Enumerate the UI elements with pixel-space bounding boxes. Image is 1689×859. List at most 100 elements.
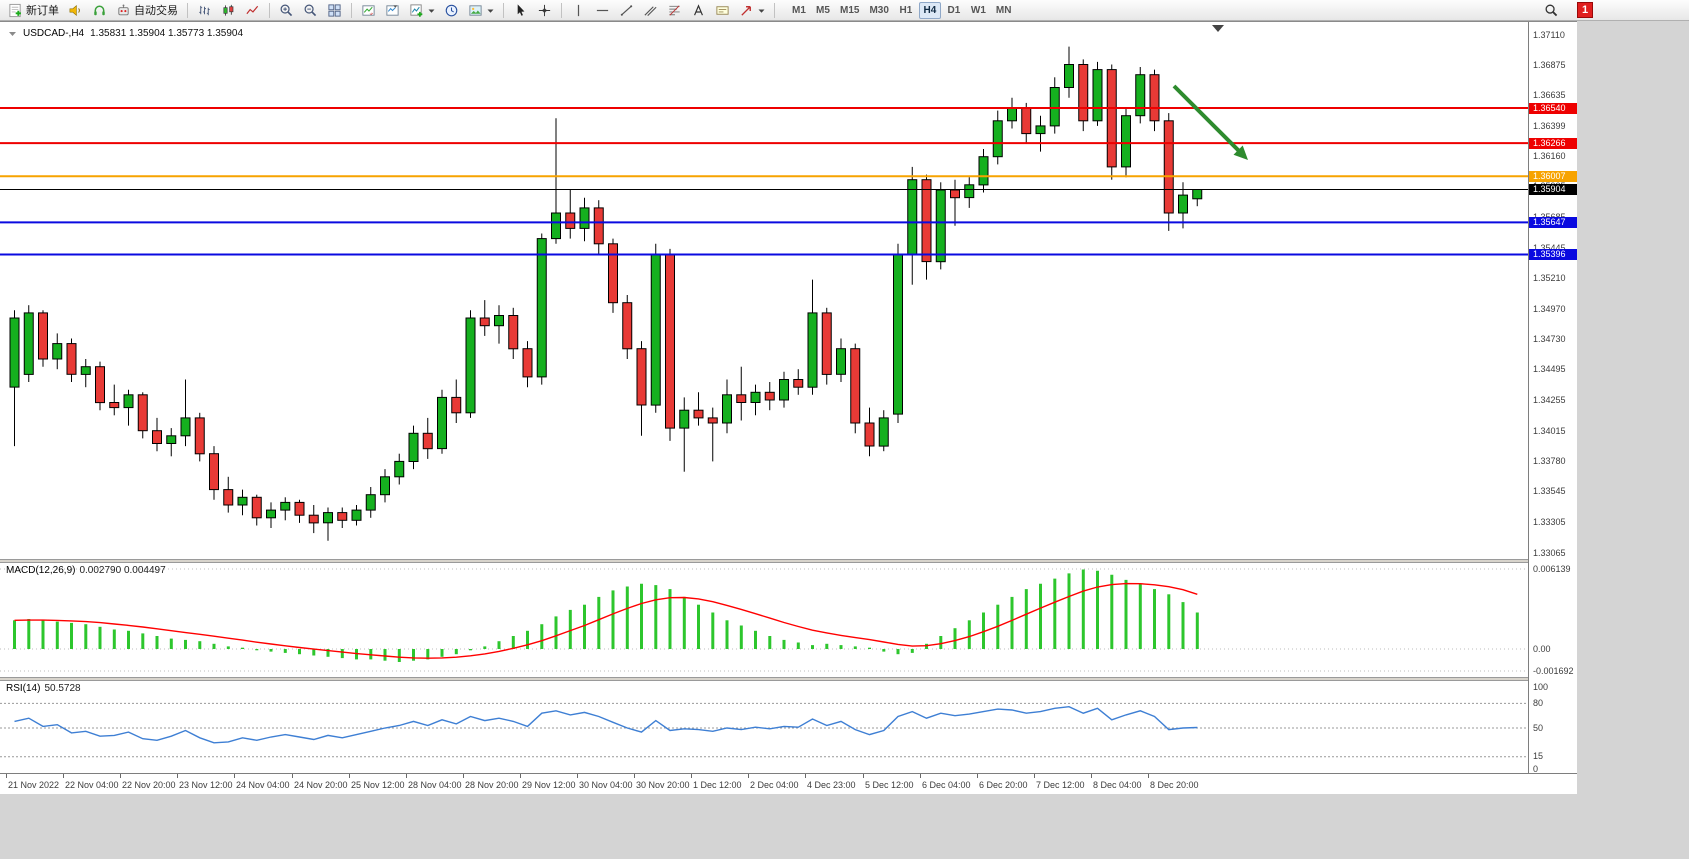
line-chart-button[interactable] [241, 1, 264, 20]
zoom-in-button[interactable] [275, 1, 298, 20]
time-tick [1148, 774, 1149, 778]
timeframe-mn-button[interactable]: MN [992, 2, 1016, 19]
time-axis[interactable]: 21 Nov 2022 22 Nov 04:00 22 Nov 20:00 23 No… [0, 773, 1577, 794]
candle-body [836, 348, 846, 375]
text-button[interactable] [687, 1, 710, 20]
crosshair-button[interactable] [533, 1, 556, 20]
toolbar-separator [561, 2, 562, 18]
timeframe-h4-button[interactable]: H4 [918, 1, 941, 19]
period-clock-button[interactable] [440, 1, 463, 20]
timeframe-m15-button[interactable]: M15 [836, 2, 863, 19]
cursor-button[interactable] [509, 1, 532, 20]
candle-body [337, 512, 348, 521]
add-indicator-button[interactable] [405, 1, 439, 20]
candle-body [764, 391, 775, 401]
time-tick [920, 774, 921, 778]
chart-shift-marker[interactable] [1212, 25, 1224, 32]
time-tick-label: 4 Dec 23:00 [807, 780, 856, 790]
timeframe-w1-button[interactable]: W1 [967, 2, 990, 19]
price-tick-label: 1.34255 [1533, 395, 1566, 406]
trendline-button[interactable] [615, 1, 638, 20]
channel-button[interactable] [639, 1, 662, 20]
main-price-chart[interactable] [0, 23, 1528, 559]
headset-button[interactable] [88, 1, 111, 20]
price-level-label: 1.35904 [1529, 184, 1577, 195]
bar-chart-icon [199, 5, 210, 15]
notification-badge[interactable]: 1 [1577, 2, 1593, 18]
candle-body [394, 460, 405, 478]
price-axis[interactable]: 1.37110 1.36875 1.36635 1.36399 1.36160 1.359… [1528, 22, 1577, 774]
timeframe-m1-button[interactable]: M1 [788, 2, 810, 19]
candle-body [650, 253, 661, 406]
new-order-button[interactable]: 新订单 [4, 1, 63, 20]
chart-title: USDCAD-,H4 [23, 28, 85, 39]
time-tick-label: 28 Nov 04:00 [408, 780, 462, 790]
trendline-icon [620, 4, 633, 16]
price-tick-label: 1.33305 [1533, 516, 1566, 527]
price-tick-label: 1.35210 [1533, 272, 1566, 283]
tile-windows-button[interactable] [323, 1, 346, 20]
text-label-icon [716, 5, 729, 15]
rsi-panel[interactable] [0, 681, 1528, 773]
candle-body [351, 509, 362, 521]
horizontal-line-button[interactable] [591, 1, 614, 20]
candle-body [536, 238, 547, 378]
trend-arrow-head [1233, 145, 1248, 160]
macd-panel[interactable] [0, 563, 1528, 677]
autotrade-button[interactable]: 自动交易 [112, 1, 182, 20]
chart-shift-button[interactable] [381, 1, 404, 20]
time-tick-label: 21 Nov 2022 [8, 780, 60, 790]
trend-arrow-line[interactable] [1172, 84, 1244, 156]
toolbar-right-group: 1 [1540, 1, 1685, 20]
panel-divider[interactable] [0, 677, 1577, 681]
candle-body [636, 348, 647, 406]
macd-axis-label: 0.00 [1533, 643, 1551, 654]
candle-body [266, 509, 276, 519]
fibonacci-button[interactable] [663, 1, 686, 20]
candle-body [308, 514, 319, 524]
arrows-tool-button[interactable] [735, 1, 769, 20]
macd-axis-label: -0.001692 [1533, 665, 1574, 676]
time-tick-label: 22 Nov 20:00 [122, 780, 176, 790]
candle-body [593, 207, 604, 245]
price-tick-label: 1.34495 [1533, 364, 1566, 375]
candle-body [736, 394, 747, 403]
candle-body [437, 396, 447, 450]
candle-body [137, 394, 148, 432]
candle-body [565, 212, 576, 229]
template-button[interactable] [464, 1, 498, 20]
bar-chart-button[interactable] [193, 1, 216, 20]
rsi-value: 50.5728 [44, 683, 81, 694]
candle-body [209, 453, 219, 491]
time-tick-label: 8 Dec 20:00 [1150, 780, 1199, 790]
fibonacci-icon [669, 4, 680, 16]
auto-scroll-button[interactable] [357, 1, 380, 20]
zoom-out-button[interactable] [299, 1, 322, 20]
add-indicator-icon [410, 3, 423, 17]
zoom-in-icon [280, 4, 293, 16]
candle-body [465, 317, 476, 414]
candle-body [9, 317, 20, 388]
candle-body [1035, 125, 1046, 135]
vertical-line-button[interactable] [567, 1, 590, 20]
new-order-label: 新订单 [26, 5, 59, 17]
candle-body [1092, 69, 1103, 122]
horizontal-line-icon [596, 9, 609, 11]
timeframe-m30-button[interactable]: M30 [865, 2, 892, 19]
symbol-dropdown-icon[interactable] [8, 29, 17, 38]
sound-alerts-button[interactable] [64, 1, 87, 20]
text-label-button[interactable] [711, 1, 734, 20]
candle-body [294, 501, 305, 516]
candlestick-chart-button[interactable] [217, 1, 240, 20]
candle-body [166, 435, 177, 444]
candle-body [251, 496, 262, 519]
timeframe-d1-button[interactable]: D1 [943, 2, 965, 19]
timeframe-h1-button[interactable]: H1 [895, 2, 917, 19]
candle-body [365, 494, 376, 511]
panel-divider[interactable] [0, 559, 1577, 563]
time-tick-label: 25 Nov 12:00 [351, 780, 405, 790]
timeframe-m5-button[interactable]: M5 [812, 2, 834, 19]
toolbar-separator [774, 2, 775, 18]
search-button[interactable] [1540, 1, 1563, 20]
macd-values: 0.002790 0.004497 [79, 565, 166, 576]
